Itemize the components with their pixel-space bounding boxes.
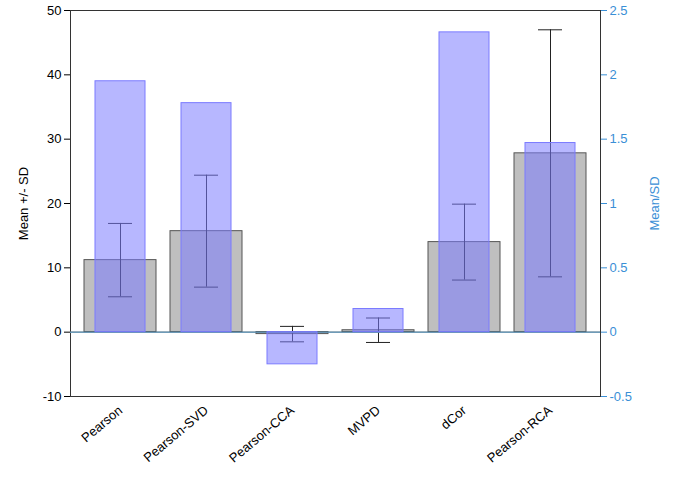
svg-text:-10: -10 xyxy=(43,389,62,404)
svg-text:30: 30 xyxy=(47,131,61,146)
svg-text:1: 1 xyxy=(610,196,617,211)
svg-text:50: 50 xyxy=(47,3,61,18)
svg-text:Mean/SD: Mean/SD xyxy=(647,176,662,230)
svg-text:dCor: dCor xyxy=(438,402,470,432)
svg-text:1.5: 1.5 xyxy=(610,131,628,146)
svg-text:2.5: 2.5 xyxy=(610,3,628,18)
svg-text:0.5: 0.5 xyxy=(610,260,628,275)
svg-text:MVPD: MVPD xyxy=(345,403,383,439)
svg-text:10: 10 xyxy=(47,260,61,275)
svg-text:Pearson-RCA: Pearson-RCA xyxy=(484,402,555,465)
svg-text:2: 2 xyxy=(610,67,617,82)
svg-text:20: 20 xyxy=(47,196,61,211)
svg-text:Pearson: Pearson xyxy=(78,403,125,446)
svg-text:Pearson-CCA: Pearson-CCA xyxy=(226,402,297,465)
svg-text:40: 40 xyxy=(47,67,61,82)
svg-text:Pearson-SVD: Pearson-SVD xyxy=(141,403,212,466)
svg-text:0: 0 xyxy=(54,324,61,339)
svg-text:0: 0 xyxy=(610,324,617,339)
svg-text:Mean +/- SD: Mean +/- SD xyxy=(16,167,31,240)
svg-text:-0.5: -0.5 xyxy=(610,389,632,404)
